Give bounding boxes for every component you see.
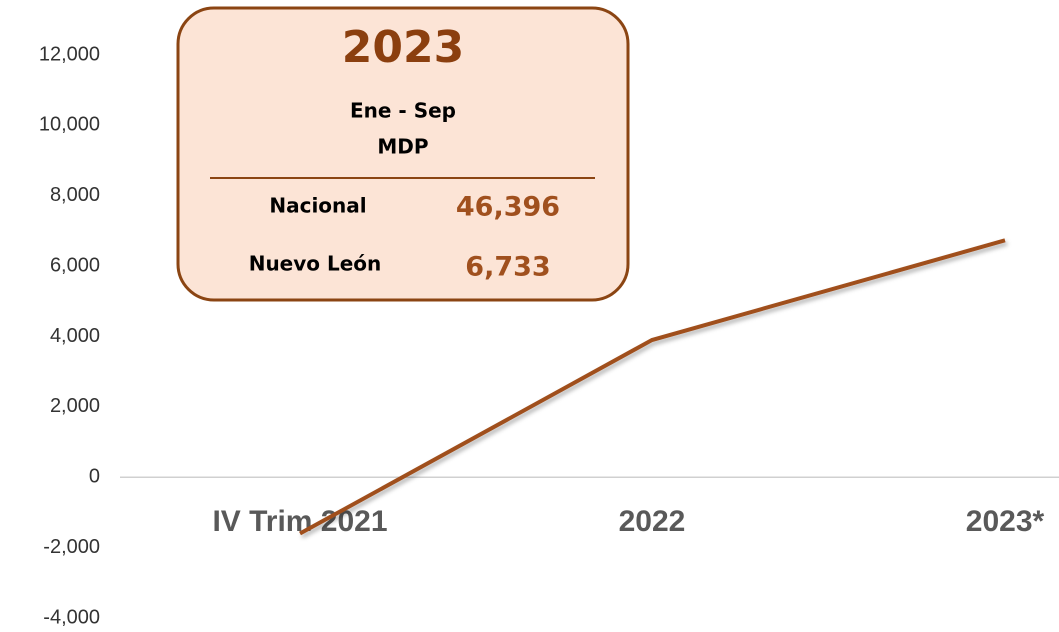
info-subtitle: MDP [377,135,428,159]
info-box: 2023 Ene - Sep MDP Nacional 46,396 Nuevo… [176,6,630,302]
plot-area: -4,000 -2,000 0 2,000 4,000 6,000 8,000 10,000 1… [39,43,1059,628]
y-tick-label: 0 [89,466,100,488]
info-box-frame [176,6,630,302]
y-tick-label: 6,000 [50,254,100,276]
info-row-label: Nuevo León [249,252,382,276]
x-tick-label: 2023* [966,505,1045,538]
info-row-label: Nacional [269,194,366,218]
y-tick-label: 2,000 [50,395,100,417]
y-tick-label: 8,000 [50,184,100,206]
y-tick-label: -4,000 [43,606,100,628]
info-row-value: 6,733 [465,252,550,283]
info-title: 2023 [342,22,464,73]
y-tick-label: 10,000 [39,114,100,136]
y-tick-label: -2,000 [43,536,100,558]
y-tick-label: 4,000 [50,325,100,347]
data-line [299,238,1006,536]
info-row-value: 46,396 [456,192,560,223]
y-tick-label: 12,000 [39,43,100,65]
info-subtitle: Ene - Sep [350,99,456,123]
x-tick-label: 2022 [619,505,686,538]
